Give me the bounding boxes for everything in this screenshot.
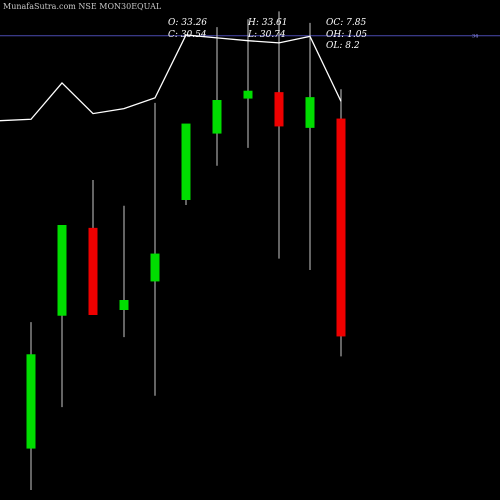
open-value: O: 33.26 (168, 18, 207, 28)
candles-group (26, 11, 346, 490)
ol-value: OL: 8.2 (326, 41, 360, 51)
low-value: L: 30.74 (247, 30, 286, 40)
candle-body-up (181, 123, 191, 200)
candle-body-up (305, 97, 315, 128)
candle-body-up (212, 100, 222, 134)
chart-title: MunafaSutra.com NSE MON30EQUAL (3, 2, 162, 11)
candle-body-up (150, 253, 160, 282)
oc-value: OC: 7.85 (326, 18, 366, 28)
close-value: C: 30.54 (168, 30, 207, 40)
price-line (0, 34, 342, 122)
candle-body-up (119, 300, 129, 310)
candle-body-up (57, 225, 67, 316)
oh-value: OH: 1.05 (326, 30, 367, 40)
candle-body-down (274, 92, 284, 127)
candle-body-up (26, 354, 36, 449)
right-axis-tick: 34 (472, 34, 478, 40)
candle-body-down (336, 118, 346, 337)
candle-body-down (88, 227, 98, 315)
high-value: H: 33.61 (247, 18, 288, 28)
candle-body-up (243, 90, 253, 99)
